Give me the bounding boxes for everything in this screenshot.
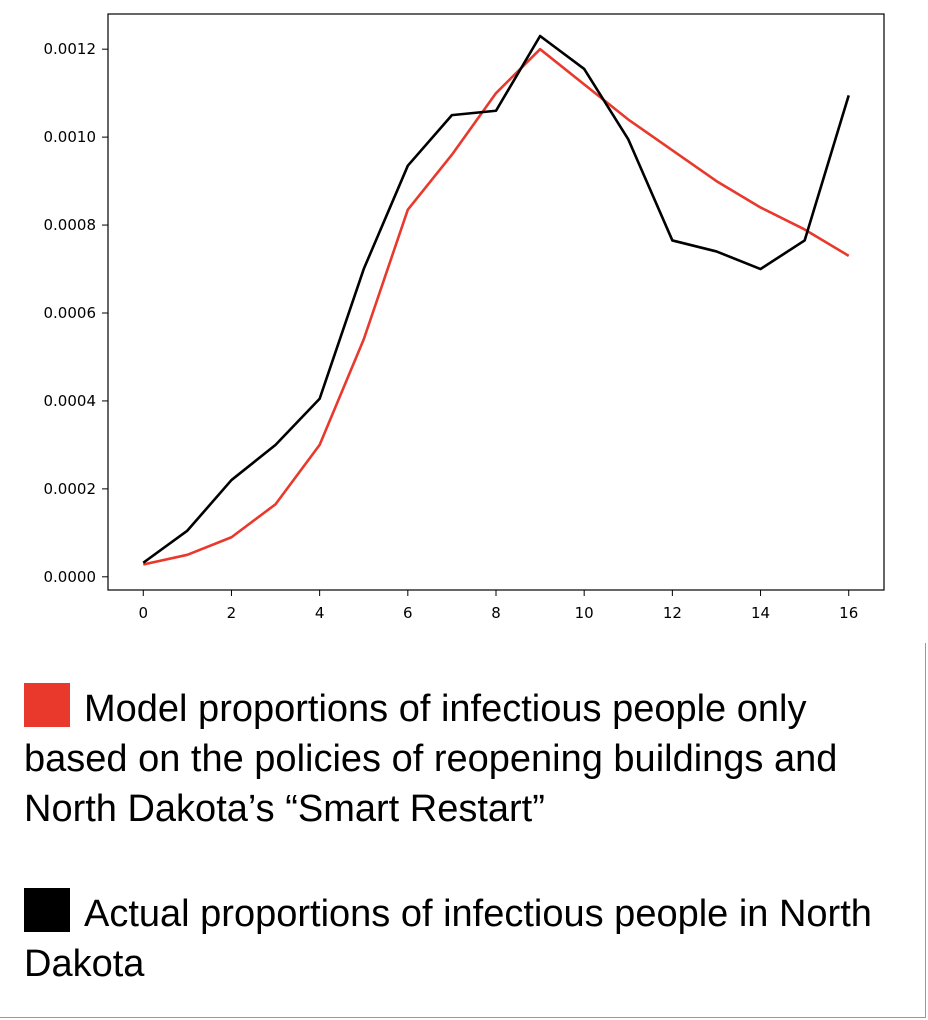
legend-entry-model: Model proportions of infectious people o… <box>24 683 904 834</box>
x-tick-label: 6 <box>403 604 413 622</box>
x-tick-label: 2 <box>227 604 237 622</box>
series-lines <box>142 34 850 566</box>
x-tick-label: 12 <box>663 604 682 622</box>
legend-label-actual: Actual proportions of infectious people … <box>24 893 872 985</box>
legend-label-model: Model proportions of infectious people o… <box>24 688 838 830</box>
y-tick-label: 0.0000 <box>44 568 97 586</box>
series-line-actual <box>142 34 850 564</box>
legend <box>0 643 926 1018</box>
legend-swatch-black <box>24 888 70 932</box>
x-tick-label: 14 <box>751 604 770 622</box>
x-axis: 0 2 4 6 8 10 12 14 16 <box>138 590 858 622</box>
y-tick-label: 0.0008 <box>44 216 97 234</box>
x-tick-label: 8 <box>491 604 501 622</box>
line-chart: 0 2 4 6 8 10 12 14 16 0.00000.00020.00040.00060.… <box>44 13 885 622</box>
series-line-model <box>142 47 850 566</box>
y-tick-label: 0.0006 <box>44 304 97 322</box>
y-axis: 0.0000 0.0002 0.0004 0.0006 0.0008 0.0010 0.00… <box>44 40 108 586</box>
x-tick-label: 16 <box>839 604 858 622</box>
legend-swatch-red <box>24 683 70 727</box>
y-tick-label: 0.0010 <box>44 128 97 146</box>
legend-entry-actual: Actual proportions of infectious people … <box>24 888 904 989</box>
y-tick-label: 0.0004 <box>44 392 97 410</box>
x-tick-label: 10 <box>575 604 594 622</box>
x-tick-label: 4 <box>315 604 325 622</box>
x-tick-label: 0 <box>138 604 148 622</box>
plot-frame <box>107 13 885 591</box>
y-tick-label: 0.0002 <box>44 480 97 498</box>
y-tick-label: 0.0012 <box>44 40 97 58</box>
